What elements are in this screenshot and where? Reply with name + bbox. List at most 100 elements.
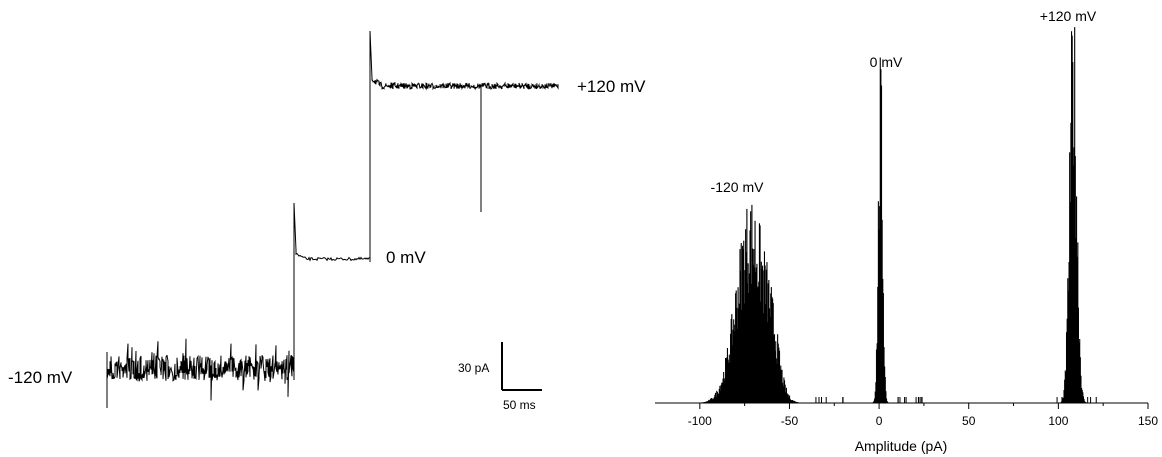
histogram-bar [785, 387, 787, 403]
histogram-bar [736, 307, 738, 403]
histogram-bar [768, 308, 771, 403]
histogram-bar [782, 382, 784, 403]
histogram-bar [877, 201, 879, 403]
histogram-bar [1066, 318, 1068, 403]
histogram-bar [1067, 290, 1069, 403]
histogram-bar [705, 401, 707, 403]
histogram-bar [768, 280, 770, 403]
histogram-bar [778, 347, 780, 403]
histogram-bar [765, 269, 767, 403]
histogram-bar [1064, 370, 1066, 403]
histogram-bar [726, 348, 728, 403]
histogram-bar [775, 341, 777, 403]
histogram-bar [1083, 399, 1085, 403]
histogram-bar [821, 397, 822, 403]
histogram-bar [742, 249, 744, 403]
histogram-bar [740, 243, 742, 403]
histogram-bar [755, 267, 757, 403]
histogram-bar [750, 211, 752, 403]
histogram-bar [1075, 238, 1077, 403]
histogram-bar [731, 345, 734, 403]
histogram-bar [777, 343, 779, 403]
histogram-bar [714, 394, 716, 403]
histogram-bar [730, 333, 732, 403]
current-trace [106, 30, 559, 408]
histogram-bar [721, 382, 723, 403]
histogram-bar [785, 392, 787, 403]
histogram-bar [1062, 397, 1064, 403]
histogram-bar [747, 263, 749, 403]
histogram-bar [789, 398, 791, 403]
histogram-bar [1082, 392, 1084, 403]
histogram-bar [763, 251, 766, 403]
histogram-bar [709, 399, 712, 403]
histogram-bar [760, 301, 762, 403]
histogram-bar [717, 394, 719, 403]
histogram-bar [741, 309, 743, 403]
histogram-bar [815, 397, 817, 403]
histogram-bar [746, 283, 749, 403]
histogram-bar [711, 399, 713, 403]
histogram-bar [883, 347, 885, 403]
peak-label: 0 mV [870, 54, 903, 70]
histogram-bar [1067, 278, 1069, 403]
scale-bar-current-label: 30 pA [458, 361, 489, 375]
histogram-bar [920, 397, 922, 403]
histogram-bar [778, 397, 780, 403]
histogram-bar [720, 384, 722, 403]
histogram-bar [879, 206, 881, 403]
histogram-bar [753, 267, 755, 403]
histogram-bar [730, 318, 732, 403]
histogram-bar [786, 397, 788, 403]
histogram-bars [701, 27, 1097, 404]
histogram-bar [718, 388, 720, 403]
histogram-bar [737, 287, 739, 403]
histogram-bar [767, 283, 769, 403]
histogram-bar [706, 401, 708, 403]
histogram-bar [783, 377, 785, 403]
histogram-bar [873, 400, 875, 403]
histogram-bar [735, 290, 737, 403]
histogram-bar [751, 248, 754, 403]
scale-bar-time-label: 50 ms [503, 398, 536, 412]
histogram-bar [728, 362, 730, 403]
histogram-bar [1071, 31, 1073, 403]
histogram-bar [721, 382, 723, 403]
histogram-bar [790, 400, 792, 403]
histogram-bar [792, 400, 794, 403]
histogram-bar [788, 397, 790, 403]
histogram-bar [818, 397, 820, 403]
histogram-bar [708, 400, 710, 403]
histogram-bar [790, 400, 792, 403]
histogram-bar [758, 223, 760, 403]
trace-label-minus120: -120 mV [8, 368, 73, 387]
histogram-bar [880, 69, 882, 403]
histogram-bar [738, 303, 740, 403]
histogram-bar [783, 380, 786, 403]
histogram-bar [921, 397, 923, 403]
histogram-bar [738, 308, 740, 403]
histogram-bar [771, 296, 773, 403]
histogram-bar [1069, 202, 1071, 403]
histogram-bar [1073, 147, 1075, 403]
histogram-bar [791, 400, 793, 403]
histogram-bar [878, 229, 880, 403]
histogram-bar [743, 240, 745, 403]
histogram-bar [880, 85, 883, 403]
histogram-bar [884, 377, 886, 403]
scale-bar: 30 pA 50 ms [458, 342, 542, 412]
histogram-bar [762, 265, 764, 403]
x-axis-ticks: -100 -50 0 50 100 150 [688, 403, 1158, 428]
histogram-bar [1081, 389, 1083, 403]
histogram-bar [793, 400, 795, 403]
histogram-bar [778, 350, 781, 403]
histogram-bar [758, 281, 760, 403]
histogram-bar [1056, 397, 1058, 403]
histogram-bar [745, 252, 747, 403]
histogram-bar [780, 365, 782, 403]
histogram-bar [780, 370, 782, 403]
histogram-bar [716, 392, 718, 403]
histogram-bar [1080, 375, 1082, 403]
histogram-bar [1084, 401, 1086, 403]
